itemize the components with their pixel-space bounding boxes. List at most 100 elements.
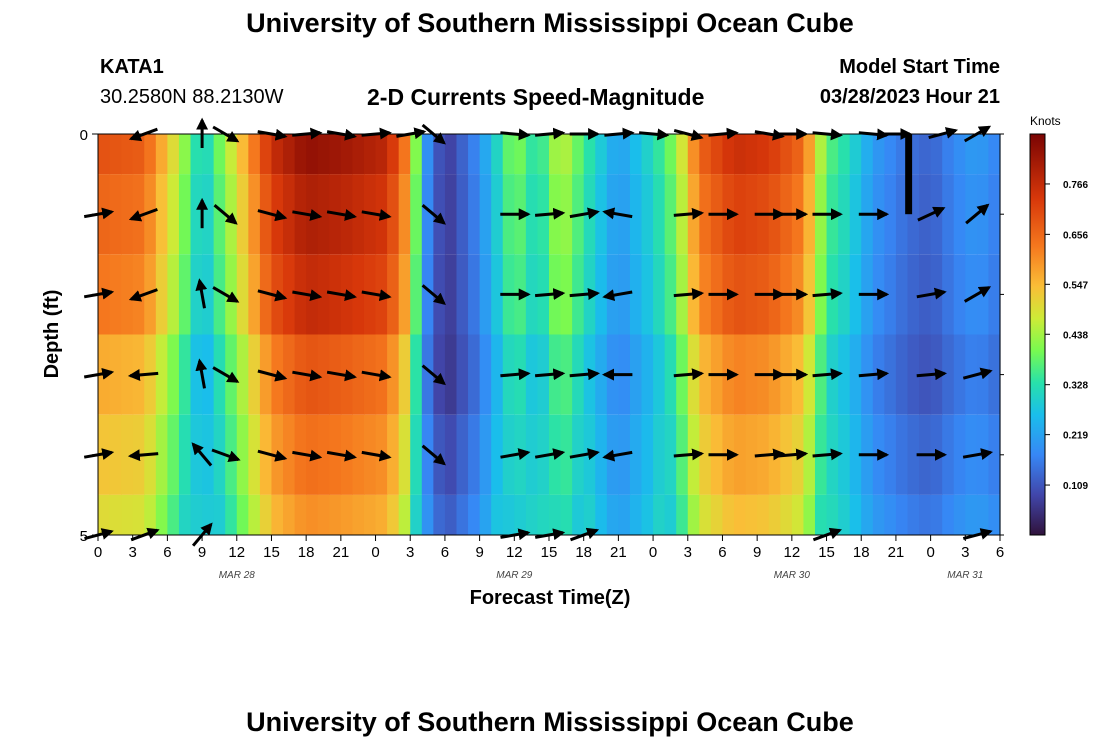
heatmap-cell <box>814 134 828 175</box>
heatmap-cell <box>410 254 423 335</box>
heatmap-cell <box>387 134 400 175</box>
heatmap-cell <box>410 494 423 535</box>
colorbar: Knots 0.109 0.219 0.328 0.438 0.547 0.656 0.76… <box>1029 114 1088 536</box>
current-vector-arrow <box>500 368 531 381</box>
heatmap-cell <box>491 134 504 175</box>
heatmap-cell <box>629 494 643 535</box>
heatmap-cell <box>560 494 573 535</box>
heatmap-cell <box>352 494 365 535</box>
heatmap-cell <box>294 494 307 535</box>
current-vector-arrow <box>421 204 446 225</box>
heatmap-cell <box>121 494 134 535</box>
heatmap-cell <box>306 134 319 175</box>
heatmap-cell <box>167 254 180 335</box>
heatmap-cell <box>942 134 955 175</box>
heatmap-cell <box>595 174 608 255</box>
heatmap-cell <box>641 134 654 175</box>
heatmap-cell <box>629 254 643 335</box>
heatmap-cell <box>236 254 249 335</box>
current-vector-arrow <box>257 449 288 462</box>
heatmap-cell <box>340 134 354 175</box>
current-vector-arrow <box>128 207 158 222</box>
colorbar-tick-label: 0.438 <box>1063 330 1088 341</box>
heatmap-cell <box>444 414 458 495</box>
heatmap-cell <box>768 134 781 175</box>
current-vector-arrow <box>673 448 705 461</box>
heatmap-cell <box>167 414 180 495</box>
heatmap-cell <box>190 174 203 255</box>
heatmap-cell <box>121 254 134 335</box>
heatmap-cell <box>456 334 469 415</box>
x-tick-label: 12 <box>228 544 245 561</box>
y-axis-label: Depth (ft) <box>41 290 63 379</box>
colorbar-tick-label: 0.656 <box>1063 230 1088 241</box>
heatmap-cell <box>629 414 643 495</box>
heatmap-cell <box>687 134 700 175</box>
heatmap-cell <box>491 414 504 495</box>
heatmap-cell <box>144 494 157 535</box>
x-tick-label: 6 <box>441 544 449 561</box>
heatmap-cell <box>595 134 608 175</box>
heatmap-cell <box>178 334 192 415</box>
heatmap-cell <box>410 134 423 175</box>
heatmap-cell <box>838 174 851 255</box>
y-tick-label: 5 <box>80 528 88 545</box>
heatmap-cell <box>144 254 157 335</box>
heatmap-cell <box>699 334 712 415</box>
heatmap-cell <box>803 134 816 175</box>
heatmap-cell <box>283 254 296 335</box>
axes: 0 3 6 9 12 15 18 21 0 3 6 9 12 15 18 21 0 3 6 9 12 15 18 21 0 3 6 M… <box>80 127 1005 581</box>
heatmap-cell <box>653 414 666 495</box>
heatmap-cell <box>456 254 469 335</box>
current-vector-arrow <box>812 288 843 301</box>
heatmap-cell <box>629 174 643 255</box>
x-tick-label: 12 <box>506 544 523 561</box>
x-tick-label: 3 <box>684 544 692 561</box>
current-vector-arrow <box>812 448 843 461</box>
current-vector-arrow <box>361 449 392 462</box>
heatmap-cell <box>144 134 157 175</box>
heatmap-cell <box>468 494 481 535</box>
current-vector-arrow <box>673 207 705 220</box>
current-vector-arrow <box>128 288 158 302</box>
current-vector-arrow <box>534 207 566 220</box>
current-vector-arrow <box>292 449 323 462</box>
y-tick-label: 0 <box>80 127 88 144</box>
heatmap-cell <box>248 254 261 335</box>
x-tick-label: 12 <box>784 544 801 561</box>
current-vector-arrow <box>212 286 240 303</box>
current-vector-arrow <box>916 368 947 381</box>
heatmap-cell <box>734 174 747 255</box>
heatmap-cell <box>444 134 458 175</box>
station-id: KATA1 <box>100 56 164 78</box>
current-vector-arrow <box>754 448 786 461</box>
heatmap-cell <box>734 494 747 535</box>
heatmap-cell <box>398 134 411 175</box>
heatmap-cell <box>838 494 851 535</box>
x-tick-label: 3 <box>129 544 137 561</box>
heatmap-cell <box>421 414 434 495</box>
heatmap-cell <box>352 334 365 415</box>
heatmap-cell <box>780 134 793 175</box>
heatmap-cell <box>942 494 955 535</box>
heatmap-cell <box>525 174 539 255</box>
x-tick-label: 9 <box>753 544 761 561</box>
heatmap-cell <box>479 414 492 495</box>
heatmap-cell <box>734 414 747 495</box>
current-vector-arrow <box>569 368 600 381</box>
heatmap-cell <box>468 334 481 415</box>
current-vector-arrow <box>326 449 357 462</box>
heatmap-cell <box>849 494 862 535</box>
x-tick-label: 3 <box>961 544 969 561</box>
heatmap-cell <box>838 414 851 495</box>
heatmap-cell <box>653 174 666 255</box>
heatmap-cell <box>202 334 215 415</box>
heatmap-cell <box>676 134 689 175</box>
colorbar-ticks: 0.109 0.219 0.328 0.438 0.547 0.656 0.766 <box>1045 180 1088 492</box>
current-vector-arrow <box>858 368 890 381</box>
heatmap-cell <box>953 254 966 335</box>
heatmap-cell <box>734 134 747 175</box>
heatmap-cell <box>653 334 666 415</box>
heatmap-cell <box>872 134 885 175</box>
heatmap-cell <box>629 134 643 175</box>
